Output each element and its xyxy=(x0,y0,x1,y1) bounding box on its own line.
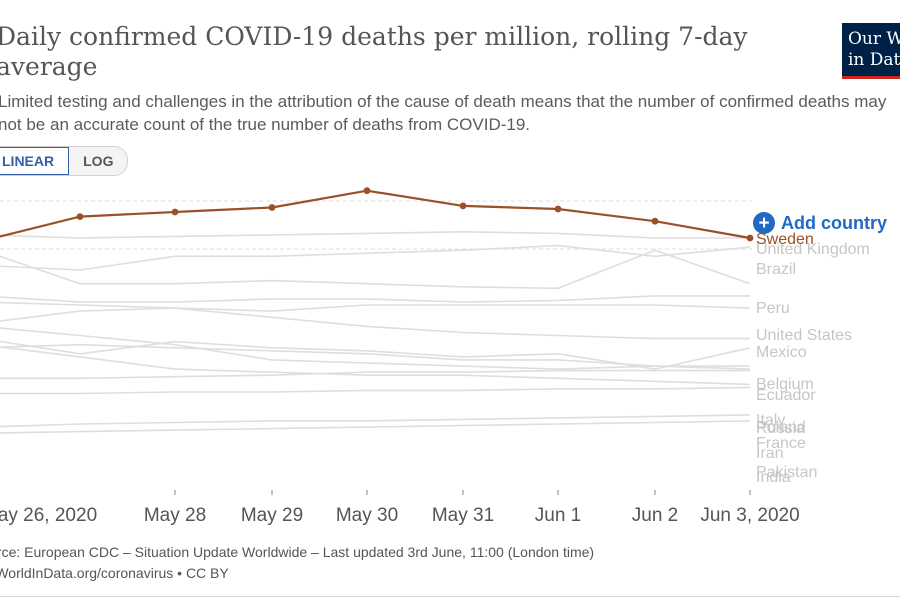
x-tick-label: May 26, 2020 xyxy=(0,505,97,526)
series-line xyxy=(0,304,751,322)
add-country-label: Add country xyxy=(781,212,887,233)
series-label: Russia xyxy=(756,420,805,437)
series-label: Belgium xyxy=(756,376,814,393)
add-country-button[interactable]: + Add country xyxy=(753,211,887,235)
x-tick-label: May 28 xyxy=(144,505,206,526)
data-point xyxy=(268,204,276,211)
x-axis: May 26, 2020 May 28 May 29 May 30 May 31 Jun … xyxy=(0,490,800,526)
x-tick-label: May 31 xyxy=(432,505,494,526)
series-label: Peru xyxy=(756,300,790,317)
series-label: United States xyxy=(756,327,852,344)
linear-scale-button[interactable]: LINEAR xyxy=(0,147,70,175)
line-chart: United Kingdom Brazil Peru United StatesMex… xyxy=(0,187,870,526)
grid-lines xyxy=(0,200,752,250)
x-tick-label: May 30 xyxy=(336,505,398,526)
log-scale-button[interactable]: LOG xyxy=(69,147,128,175)
highlight-series: Sweden xyxy=(0,187,814,248)
series-line xyxy=(0,346,751,386)
muted-series xyxy=(0,230,751,434)
series-line xyxy=(0,327,750,370)
series-line xyxy=(0,386,751,395)
series-line xyxy=(0,420,751,434)
series-line xyxy=(0,369,750,380)
data-point xyxy=(76,213,84,220)
series-label: Italy xyxy=(756,412,785,429)
series-line xyxy=(0,295,750,303)
series-line xyxy=(0,249,751,290)
series-line xyxy=(0,414,751,428)
owid-logo[interactable]: Our World in Data xyxy=(842,23,900,79)
data-point xyxy=(459,202,467,210)
data-point xyxy=(554,205,562,213)
x-tick-label: Jun 3, 2020 xyxy=(700,505,799,526)
scale-toggle: LINEAR LOG xyxy=(0,146,129,176)
x-tick-label: Jun 2 xyxy=(632,505,678,526)
series-line xyxy=(0,343,751,370)
source-text: Source: European CDC – Situation Update … xyxy=(0,544,595,560)
series-line xyxy=(0,301,750,340)
data-point xyxy=(363,187,371,195)
series-label: United Kingdom xyxy=(756,241,870,258)
chart-subtitle: Limited testing and challenges in the at… xyxy=(0,92,887,134)
chart-title: Daily confirmed COVID-19 deaths per mill… xyxy=(0,22,748,81)
data-point xyxy=(651,217,659,225)
series-label: France xyxy=(756,435,806,452)
data-point xyxy=(171,208,179,216)
series-label: Iran xyxy=(756,445,784,462)
data-point xyxy=(746,234,754,242)
logo-line-1: Our World xyxy=(848,29,900,49)
x-tick-label: May 29 xyxy=(241,505,303,526)
source-link[interactable]: OurWorldInData.org/coronavirus • CC BY xyxy=(0,565,229,581)
series-label: Brazil xyxy=(756,261,796,278)
bottom-divider xyxy=(0,596,900,597)
highlight-series-label: Sweden xyxy=(756,231,814,248)
series-label: India xyxy=(756,469,791,486)
series-line xyxy=(0,230,750,239)
muted-series-labels: United Kingdom Brazil Peru United StatesMex… xyxy=(756,241,870,486)
x-tick-label: Jun 1 xyxy=(535,505,581,526)
source-note: Source: European CDC – Situation Update … xyxy=(0,542,872,584)
series-label: Ecuador xyxy=(756,387,816,404)
logo-line-2: in Data xyxy=(848,50,900,70)
series-label: Mexico xyxy=(756,344,807,361)
series-label: Poland xyxy=(756,419,806,436)
series-line xyxy=(0,244,751,271)
series-label: Pakistan xyxy=(756,464,817,481)
plus-circle-icon: + xyxy=(753,212,775,234)
